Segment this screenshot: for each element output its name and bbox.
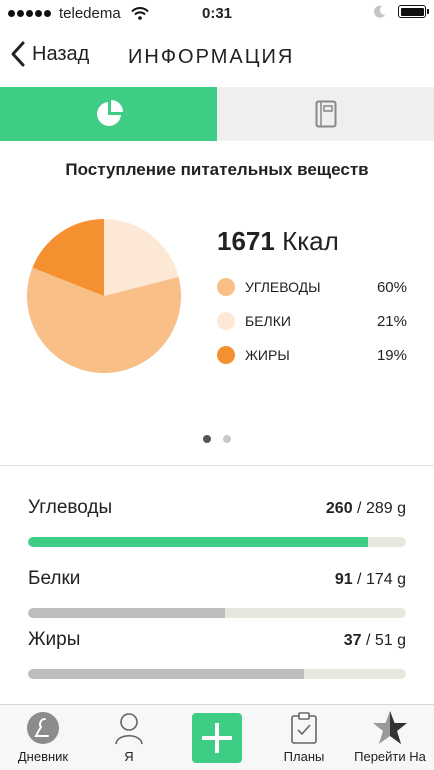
nutrient-value: 91 / 174 g xyxy=(335,571,406,589)
tab-label: Перейти На xyxy=(354,749,426,764)
nutrient-separator: / xyxy=(352,500,366,517)
person-icon xyxy=(115,713,143,745)
pie-slice xyxy=(26,267,182,373)
pie-slice xyxy=(32,219,104,296)
nutrient-goal: 289 g xyxy=(365,500,406,517)
nutrient-name: Жиры xyxy=(28,629,81,650)
page-dot[interactable] xyxy=(203,435,211,443)
star-icon xyxy=(373,711,407,744)
nutrient-name: Углеводы xyxy=(28,497,113,518)
nutrient-carbs: Углеводы 260 / 289 g xyxy=(28,497,406,547)
view-switcher xyxy=(0,87,434,141)
pie-chart-icon xyxy=(96,100,123,126)
tab-me[interactable]: Я xyxy=(86,705,172,770)
page-indicator[interactable] xyxy=(0,435,434,443)
nutrient-goal: 51 g xyxy=(374,632,406,649)
tab-label: Планы xyxy=(283,749,325,764)
macro-pie-chart xyxy=(26,219,182,373)
nutrient-fat: Жиры 37 / 51 g xyxy=(28,629,406,679)
carrier-name: teledema xyxy=(59,5,121,22)
nutrient-current: 91 xyxy=(334,571,353,588)
tab-label: Дневник xyxy=(17,749,69,764)
legend-label: БЕЛКИ xyxy=(245,313,291,329)
nutrient-current: 37 xyxy=(343,632,362,649)
chevron-left-icon xyxy=(11,41,25,67)
signal-strength-icon xyxy=(8,10,51,17)
legend-percent: 21% xyxy=(376,312,407,330)
nutrient-name: Белки xyxy=(28,568,81,589)
tab-bar: Дневник Я Планы Перейти На xyxy=(0,704,434,770)
legend-item-protein: БЕЛКИ 21% xyxy=(217,304,407,338)
nutrient-value: 37 / 51 g xyxy=(344,632,406,650)
legend-percent: 19% xyxy=(376,346,407,364)
nutrient-goal: 174 g xyxy=(365,571,406,588)
calorie-value: 1671 xyxy=(217,226,275,256)
nutrient-current: 260 xyxy=(325,500,353,517)
back-button-label: Назад xyxy=(32,42,90,65)
diary-icon xyxy=(27,712,59,744)
tab-plans[interactable]: Планы xyxy=(262,705,346,770)
nutrient-separator: / xyxy=(352,571,366,588)
pie-slice xyxy=(104,219,179,296)
legend-label: ЖИРЫ xyxy=(245,347,290,363)
calorie-unit: Ккал xyxy=(282,226,339,256)
legend-swatch xyxy=(217,278,235,296)
progress-bar xyxy=(28,608,406,618)
tab-diary[interactable]: Дневник xyxy=(0,705,86,770)
nutrient-value: 260 / 289 g xyxy=(326,500,406,518)
back-button[interactable]: Назад xyxy=(10,40,89,68)
legend-swatch xyxy=(217,346,235,364)
macro-legend: УГЛЕВОДЫ 60% БЕЛКИ 21% ЖИРЫ 19% xyxy=(217,270,407,372)
plus-icon xyxy=(192,713,242,763)
progress-fill xyxy=(28,608,225,618)
progress-fill xyxy=(28,669,304,679)
section-title: Поступление питательных веществ xyxy=(65,160,369,179)
status-indicators xyxy=(374,5,429,18)
add-entry-button[interactable] xyxy=(172,705,262,770)
legend-swatch xyxy=(217,312,235,330)
legend-label: УГЛЕВОДЫ xyxy=(245,279,321,295)
status-bar: teledema 0:31 xyxy=(0,0,434,28)
nutrient-separator: / xyxy=(361,632,375,649)
notebook-icon xyxy=(315,100,336,128)
clock: 0:31 xyxy=(201,5,233,22)
tab-label: Я xyxy=(124,749,134,764)
legend-item-carbs: УГЛЕВОДЫ 60% xyxy=(217,270,407,304)
legend-percent: 60% xyxy=(376,278,407,296)
carrier-info: teledema xyxy=(8,5,149,22)
calorie-total: 1671 Ккал xyxy=(217,226,339,257)
nutrient-protein: Белки 91 / 174 g xyxy=(28,568,406,618)
divider xyxy=(0,465,434,466)
tab-nutrition-details[interactable] xyxy=(217,87,434,141)
wifi-icon xyxy=(130,7,149,20)
clipboard-icon xyxy=(291,712,317,744)
tab-nutrition-chart[interactable] xyxy=(0,87,217,141)
tab-go-to[interactable]: Перейти На xyxy=(346,705,434,770)
page-dot[interactable] xyxy=(223,435,231,443)
page-title: ИНФОРМАЦИЯ xyxy=(128,46,295,68)
progress-fill xyxy=(28,537,369,547)
progress-bar xyxy=(28,669,406,679)
battery-icon xyxy=(398,5,429,18)
progress-bar xyxy=(28,537,406,547)
navigation-bar: Назад ИНФОРМАЦИЯ xyxy=(0,30,434,84)
legend-item-fat: ЖИРЫ 19% xyxy=(217,338,407,372)
moon-icon xyxy=(374,5,385,18)
